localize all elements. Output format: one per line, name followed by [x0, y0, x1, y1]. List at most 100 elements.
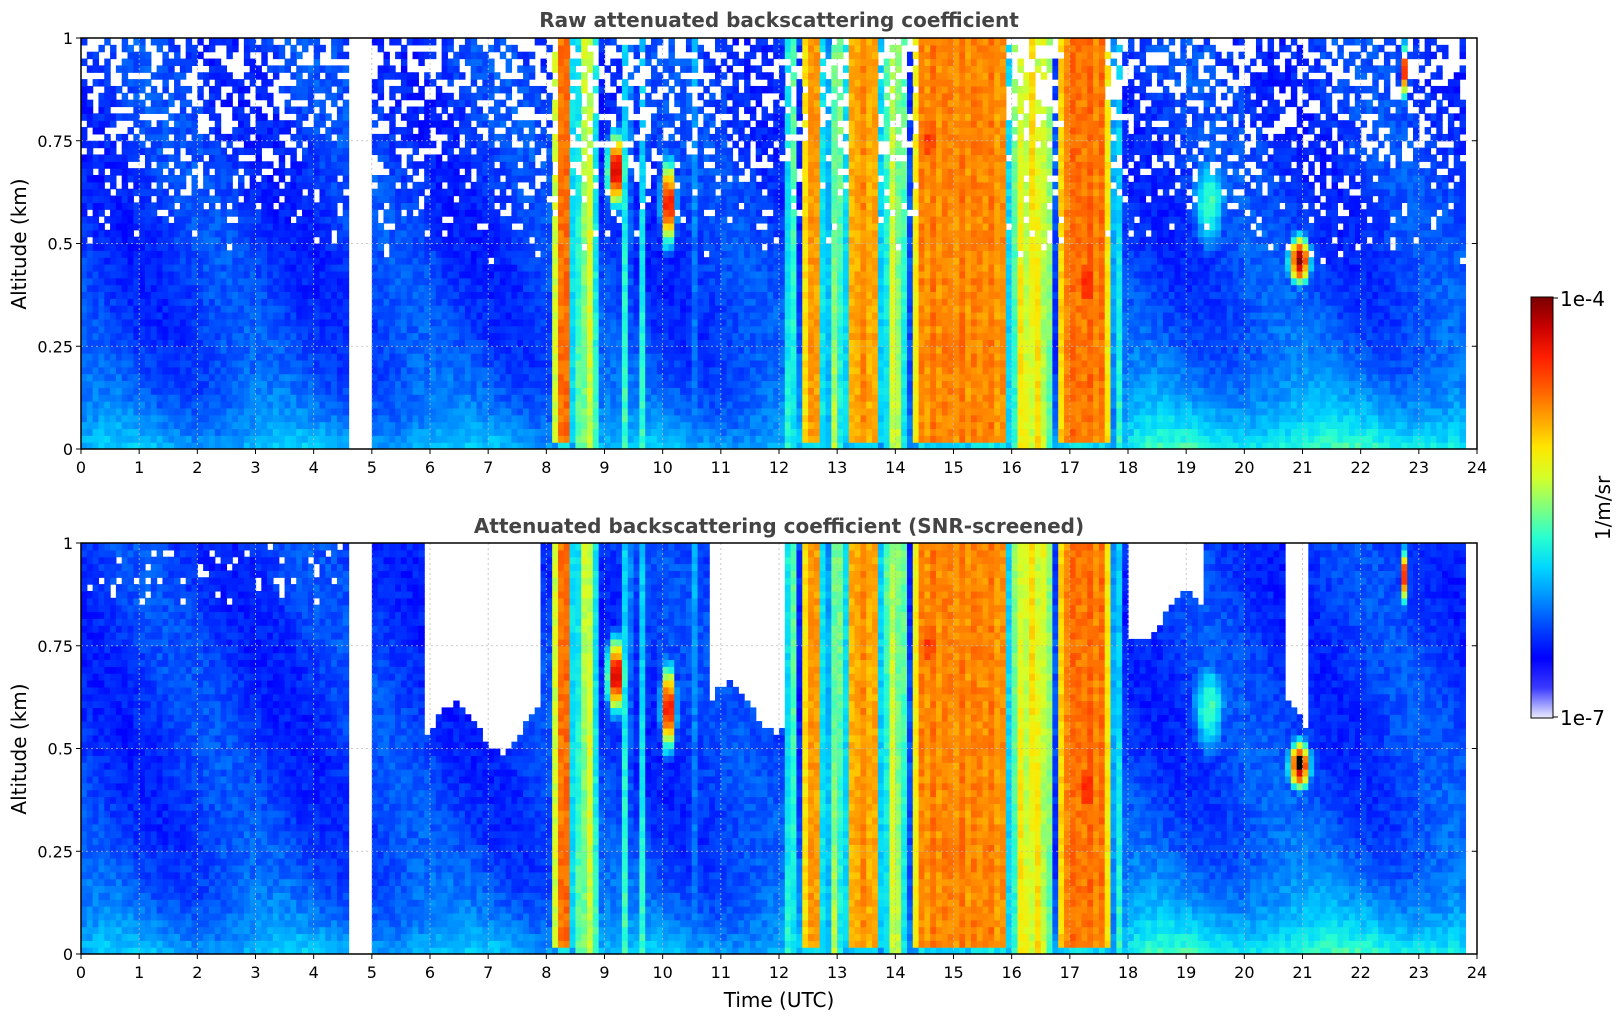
heatmap-cell — [517, 127, 523, 134]
heatmap-cell — [639, 100, 645, 107]
heatmap-cell — [663, 381, 669, 388]
heatmap-cell — [221, 367, 227, 374]
heatmap-cell — [279, 278, 285, 285]
heatmap-cell — [302, 422, 308, 429]
heatmap-cell — [325, 339, 331, 346]
heatmap-cell — [139, 209, 145, 216]
heatmap-cell — [395, 202, 401, 209]
heatmap-cell — [296, 237, 302, 244]
heatmap-cell — [564, 113, 570, 120]
heatmap-cell — [331, 319, 337, 326]
heatmap-cell — [558, 250, 564, 257]
heatmap-cell — [319, 422, 325, 429]
heatmap-cell — [325, 264, 331, 271]
heatmap-cell — [331, 250, 337, 257]
heatmap-cell — [529, 291, 535, 298]
heatmap-cell — [122, 278, 128, 285]
heatmap-cell — [471, 223, 477, 230]
heatmap-cell — [314, 216, 320, 223]
heatmap-cell — [314, 202, 320, 209]
heatmap-cell — [575, 428, 581, 435]
heatmap-cell — [325, 257, 331, 264]
heatmap-cell — [465, 339, 471, 346]
heatmap-cell — [331, 257, 337, 264]
heatmap-cell — [378, 79, 384, 86]
heatmap-cell — [122, 319, 128, 326]
heatmap-cell — [215, 312, 221, 319]
heatmap-cell — [575, 319, 581, 326]
heatmap-cell — [389, 72, 395, 79]
heatmap-cell — [279, 189, 285, 196]
heatmap-cell — [203, 278, 209, 285]
heatmap-cell — [645, 209, 651, 216]
heatmap-cell — [453, 107, 459, 114]
heatmap-cell — [302, 175, 308, 182]
heatmap-cell — [535, 333, 541, 340]
heatmap-cell — [372, 100, 378, 107]
heatmap-cell — [151, 264, 157, 271]
heatmap-cell — [337, 52, 343, 59]
heatmap-cell — [267, 387, 273, 394]
heatmap-cell — [285, 38, 291, 45]
heatmap-cell — [477, 305, 483, 312]
heatmap-cell — [145, 223, 151, 230]
heatmap-cell — [413, 305, 419, 312]
heatmap-cell — [273, 298, 279, 305]
heatmap-cell — [535, 415, 541, 422]
heatmap-cell — [93, 326, 99, 333]
heatmap-cell — [279, 401, 285, 408]
heatmap-cell — [232, 38, 238, 45]
heatmap-cell — [605, 298, 611, 305]
heatmap-cell — [180, 285, 186, 292]
heatmap-cell — [93, 401, 99, 408]
heatmap-cell — [273, 278, 279, 285]
heatmap-cell — [157, 38, 163, 45]
heatmap-cell — [610, 415, 616, 422]
heatmap-cell — [407, 134, 413, 141]
heatmap-cell — [81, 305, 87, 312]
heatmap-cell — [285, 120, 291, 127]
heatmap-cell — [162, 161, 168, 168]
heatmap-cell — [314, 134, 320, 141]
heatmap-cell — [226, 168, 232, 175]
heatmap-cell — [116, 271, 122, 278]
heatmap-cell — [145, 394, 151, 401]
heatmap-cell — [383, 367, 389, 374]
heatmap-cell — [517, 148, 523, 155]
heatmap-cell — [447, 113, 453, 120]
heatmap-cell — [517, 202, 523, 209]
heatmap-cell — [541, 237, 547, 244]
heatmap-cell — [639, 86, 645, 93]
heatmap-cell — [500, 264, 506, 271]
heatmap-cell — [529, 326, 535, 333]
heatmap-cell — [541, 134, 547, 141]
heatmap-cell — [459, 428, 465, 435]
heatmap-cell — [133, 134, 139, 141]
heatmap-cell — [273, 223, 279, 230]
heatmap-cell — [314, 148, 320, 155]
heatmap-cell — [541, 422, 547, 429]
heatmap-cell — [87, 271, 93, 278]
heatmap-cell — [256, 298, 262, 305]
heatmap-cell — [593, 312, 599, 319]
heatmap-cell — [372, 415, 378, 422]
heatmap-cell — [203, 415, 209, 422]
heatmap-cell — [221, 154, 227, 161]
heatmap-cell — [209, 141, 215, 148]
heatmap-cell — [564, 59, 570, 66]
heatmap-cell — [465, 93, 471, 100]
heatmap-cell — [610, 435, 616, 442]
heatmap-cell — [221, 353, 227, 360]
heatmap-cell — [203, 196, 209, 203]
heatmap-cell — [209, 237, 215, 244]
heatmap-cell — [378, 422, 384, 429]
heatmap-cell — [221, 161, 227, 168]
heatmap-cell — [180, 244, 186, 251]
heatmap-cell — [128, 401, 134, 408]
heatmap-cell — [273, 148, 279, 155]
heatmap-cell — [529, 415, 535, 422]
heatmap-cell — [616, 72, 622, 79]
heatmap-cell — [290, 148, 296, 155]
heatmap-cell — [436, 360, 442, 367]
heatmap-cell — [378, 86, 384, 93]
